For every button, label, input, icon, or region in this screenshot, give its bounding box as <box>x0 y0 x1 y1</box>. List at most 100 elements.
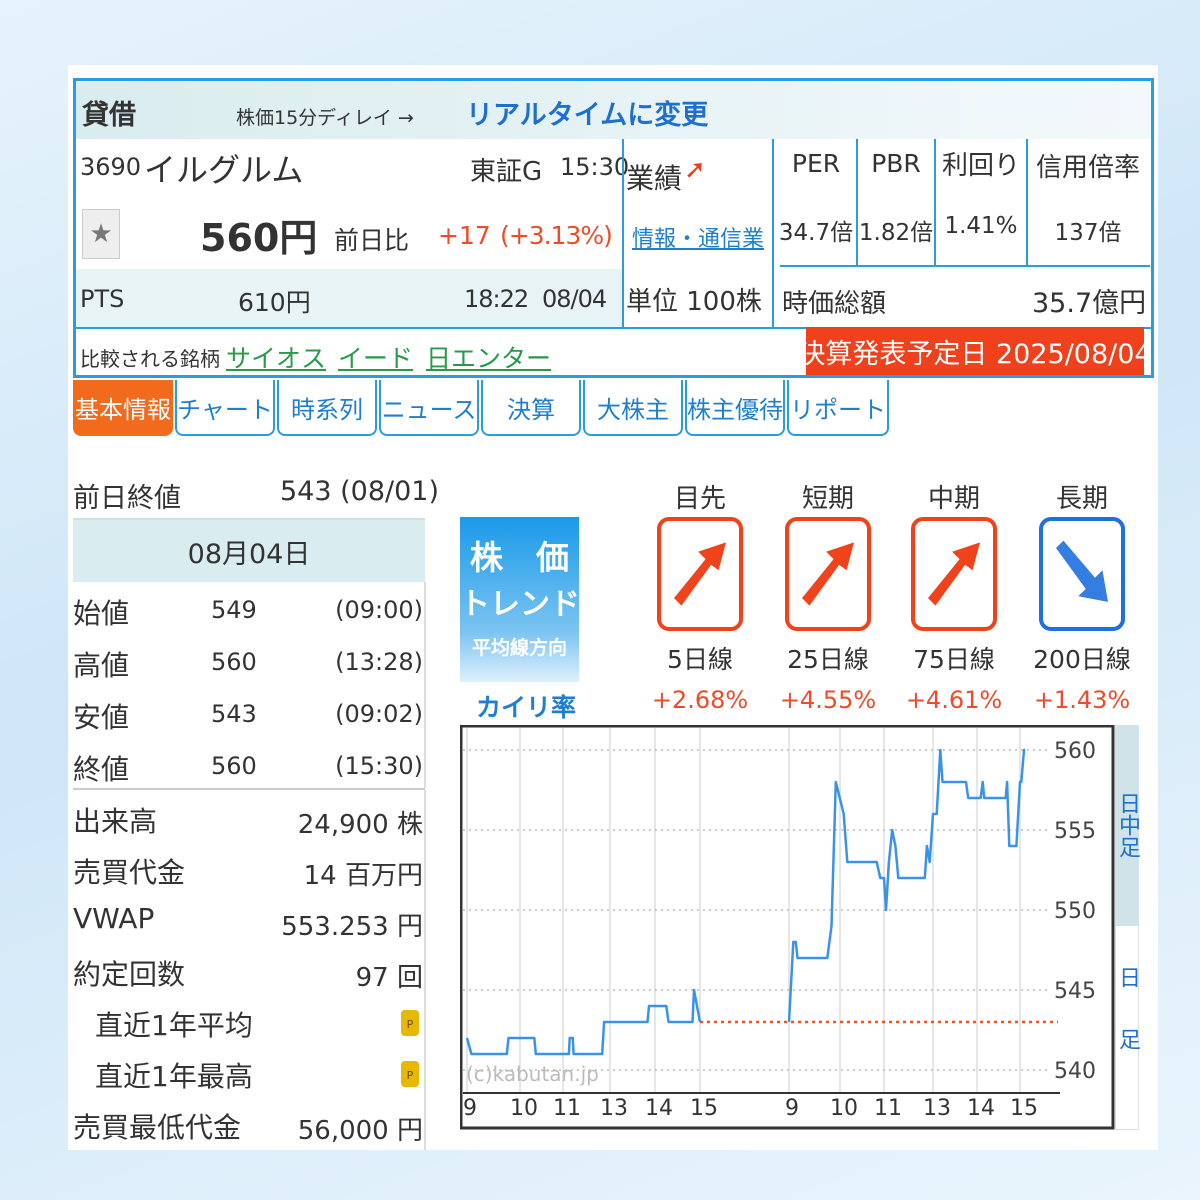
ohlc-label: 高値 <box>73 649 130 682</box>
realtime-link[interactable]: リアルタイムに変更 <box>466 100 709 131</box>
pts-row <box>76 269 622 327</box>
x-tick-label: 10 <box>830 1096 858 1121</box>
tab-chart[interactable]: チャート <box>175 380 275 436</box>
x-tick-label: 10 <box>510 1096 538 1121</box>
ohlc-time: (09:00) <box>335 596 423 624</box>
ma-line-label: 5日線 <box>667 645 733 674</box>
ohlc-time: (15:30) <box>335 752 423 780</box>
prev-close-label: 前日終値 <box>73 483 181 514</box>
market-cap-label: 時価総額 <box>782 289 887 319</box>
quote-time: 15:30 <box>560 153 630 181</box>
tab-shareholders[interactable]: 大株主 <box>583 380 683 436</box>
change: +17 <box>438 221 491 250</box>
favorite-star-icon[interactable]: ★ <box>82 209 120 259</box>
compare-link[interactable]: 日エンター <box>426 344 552 373</box>
ohlc-label: 安値 <box>73 701 130 734</box>
stat-value: 24,900 株 <box>297 810 423 840</box>
earnings-up-arrow-icon: ➚ <box>684 155 706 185</box>
side-tab-intraday[interactable]: 日中足 <box>1115 725 1140 925</box>
ohlc-row: 始値 549 (09:00) <box>73 588 425 634</box>
compare-label: 比較される銘柄 <box>80 347 220 371</box>
tab-basic-info[interactable]: 基本情報 <box>73 380 173 436</box>
stat-row: 直近1年最高 P <box>73 1053 425 1099</box>
trend-up-arrow-icon <box>657 517 743 631</box>
stat-label: 約定回数 <box>73 958 186 991</box>
ohlc-label: 終値 <box>73 753 130 786</box>
sector-link[interactable]: 情報・通信業 <box>632 227 765 252</box>
x-tick-label: 15 <box>1010 1096 1038 1121</box>
pts-time: 18:22 <box>464 285 529 313</box>
x-tick-label: 14 <box>645 1096 673 1121</box>
delay-note: 株価15分ディレイ → <box>236 107 414 129</box>
stat-label: VWAP <box>73 902 155 935</box>
stat-row: 直近1年平均 P <box>73 1002 425 1048</box>
stat-label: 出来高 <box>73 805 158 838</box>
trend-badge: 株 価 トレンド 平均線方向 <box>460 517 580 682</box>
stat-row: 出来高 24,900 株 <box>73 798 425 844</box>
ohlc-time: (09:02) <box>335 700 423 728</box>
trend-title: 株 価 <box>470 538 569 577</box>
unit: 単位 100株 <box>626 287 762 317</box>
ma-line-label: 25日線 <box>787 645 869 674</box>
side-tab-daily[interactable]: 日足 <box>1115 925 1140 1130</box>
trend-term: 中期 <box>927 484 980 514</box>
tab-benefits[interactable]: 株主優待 <box>685 380 785 436</box>
price-line-day-1 <box>465 988 702 1056</box>
stat-label: 売買代金 <box>73 856 186 889</box>
trend-up-arrow-icon <box>785 517 871 631</box>
tab-report[interactable]: リポート <box>787 380 889 436</box>
trend-up-arrow-icon <box>911 517 997 631</box>
stat-label: 直近1年平均 <box>95 1009 253 1042</box>
yield-value: 1.41% <box>944 213 1018 239</box>
pts-price: 610円 <box>238 288 311 317</box>
x-tick-label: 14 <box>967 1096 995 1121</box>
intraday-chart: 9 10 11 13 14 15 9 10 11 13 14 15 560 555 550 545 540 (c)… <box>460 725 1115 1130</box>
yield-label: 利回り <box>941 151 1020 181</box>
summary-date: 08月04日 <box>73 518 425 582</box>
x-tick-label: 13 <box>923 1096 951 1121</box>
stat-label: 直近1年最高 <box>95 1060 253 1093</box>
kairi-value: +1.43% <box>1033 686 1131 714</box>
lock-icon[interactable]: P <box>401 1010 419 1036</box>
stock-code: 3690 <box>80 153 142 181</box>
trend-subtitle: トレンド <box>460 587 580 622</box>
prev-close: 543 (08/01) <box>280 476 439 507</box>
margin-ratio-label: 信用倍率 <box>1035 153 1140 183</box>
x-tick-label: 11 <box>874 1096 902 1121</box>
price: 560円 <box>200 216 318 260</box>
trend-term: 短期 <box>801 484 854 514</box>
per-value: 34.7倍 <box>778 220 854 246</box>
compare-link[interactable]: イード <box>338 344 414 373</box>
ohlc-value: 560 <box>211 648 257 676</box>
stat-row: 約定回数 97 回 <box>73 951 425 997</box>
margin-ratio-value: 137倍 <box>1054 220 1122 246</box>
ohlc-time: (13:28) <box>335 648 423 676</box>
x-tick-label: 9 <box>785 1096 799 1121</box>
trend-down-arrow-icon <box>1039 517 1125 631</box>
stat-value: 56,000 円 <box>297 1116 423 1146</box>
pbr-value: 1.82倍 <box>858 220 934 246</box>
market-cap: 35.7億円 <box>1032 288 1147 319</box>
compare-link[interactable]: サイオス <box>226 344 327 373</box>
change-pct: (+3.13%) <box>500 221 613 250</box>
lock-icon[interactable]: P <box>401 1061 419 1087</box>
chart-frame <box>460 725 1115 1130</box>
watermark: (c)kabutan.jp <box>466 1062 599 1086</box>
tab-news[interactable]: ニュース <box>379 380 479 436</box>
earnings-date-badge: 決算発表予定日 2025/08/04 <box>798 327 1152 375</box>
y-tick-label: 540 <box>1054 1059 1096 1084</box>
stat-value: 14 百万円 <box>303 861 423 891</box>
kairi-label: カイリ率 <box>476 693 577 722</box>
x-tick-label: 13 <box>600 1096 628 1121</box>
stat-value: 553.253 円 <box>281 912 423 942</box>
tab-timeseries[interactable]: 時系列 <box>277 380 377 436</box>
stat-row: 売買代金 14 百万円 <box>73 849 425 895</box>
trend-caption: 平均線方向 <box>471 637 567 659</box>
tab-earnings[interactable]: 決算 <box>481 380 581 436</box>
market: 東証G <box>470 157 543 187</box>
stock-header: 貸借 株価15分ディレイ → リアルタイムに変更 3690 イルグルム 東証G … <box>73 78 1154 378</box>
x-tick-label: 15 <box>690 1096 718 1121</box>
y-tick-label: 560 <box>1054 739 1096 764</box>
pts-label: PTS <box>80 285 125 313</box>
trend-term: 長期 <box>1055 484 1108 514</box>
